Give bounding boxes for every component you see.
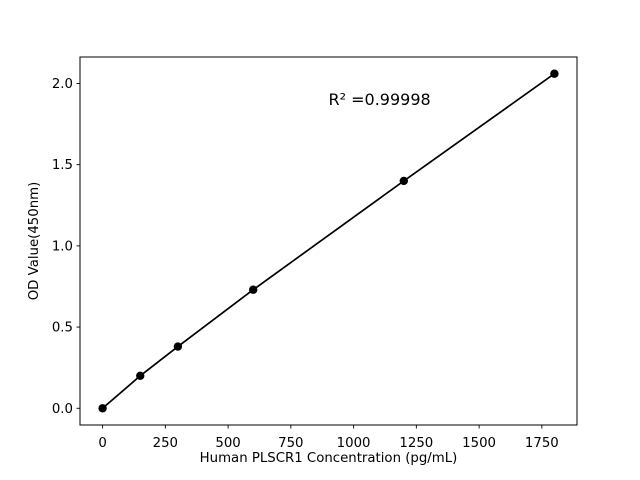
x-tick-label: 750: [278, 436, 303, 451]
data-point-marker: [248, 285, 258, 294]
data-point-marker: [399, 176, 409, 186]
data-point-marker: [136, 371, 145, 380]
x-tick-label: 0: [98, 436, 106, 451]
y-tick-label: 1.0: [52, 239, 73, 254]
data-layer: [98, 69, 559, 413]
y-axis-label: OD Value(450nm): [27, 182, 42, 301]
data-point-marker: [98, 404, 107, 413]
x-tick-label: 1500: [462, 436, 496, 451]
x-tick-label: 1750: [525, 436, 559, 451]
r-squared-annotation: R² =0.99998: [329, 90, 431, 109]
data-point-marker: [173, 342, 183, 351]
data-point-marker: [550, 69, 559, 78]
standard-curve-line: [102, 73, 555, 409]
x-tick-label: 1250: [399, 436, 433, 451]
y-tick-label: 1.5: [52, 158, 73, 173]
x-tick-label: 250: [153, 436, 178, 451]
x-axis-label: Human PLSCR1 Concentration (pg/mL): [200, 451, 458, 466]
axes-layer: 0 250 500 750 1000 1250 1500 1750 0.0 0.5 1.0 1.5 2.…: [52, 77, 559, 451]
y-tick-label: 2.0: [52, 77, 73, 92]
x-tick-label: 500: [215, 436, 240, 451]
y-tick-label: 0.5: [52, 321, 73, 336]
plot-frame: [79, 56, 578, 426]
y-tick-label: 0.0: [52, 402, 73, 417]
x-tick-label: 1000: [337, 436, 371, 451]
